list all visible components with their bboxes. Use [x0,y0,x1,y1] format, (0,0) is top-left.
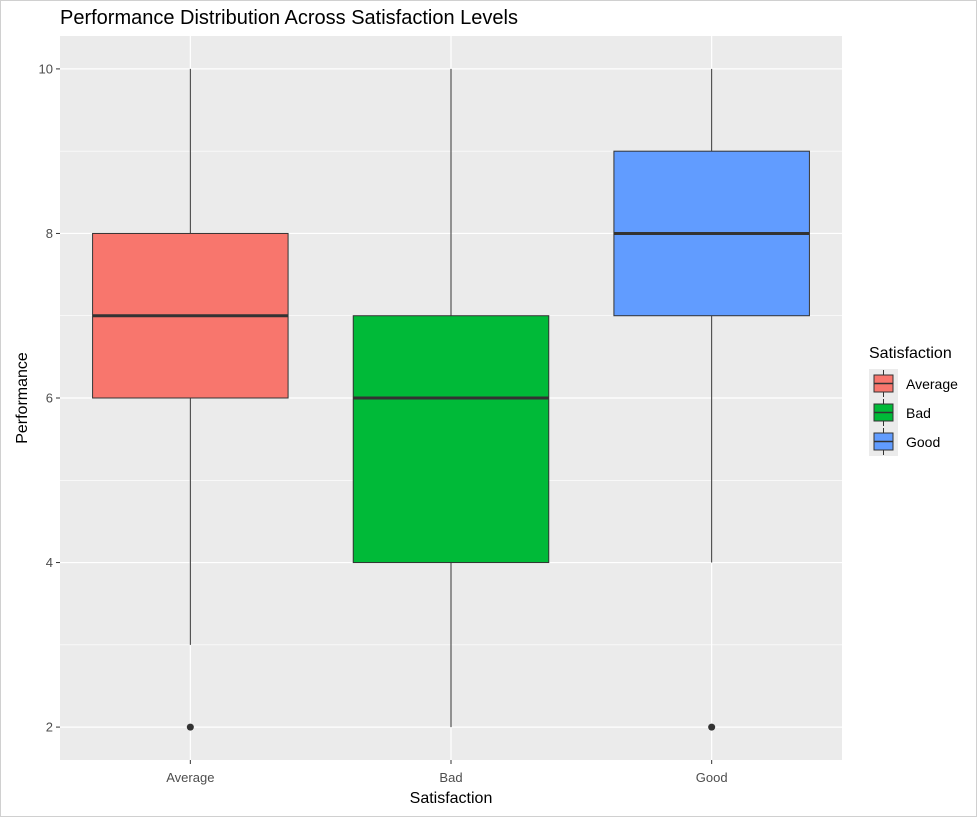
y-tick-label: 4 [46,555,53,570]
y-axis: 2 4 6 8 10 [39,61,60,735]
outlier-point [186,723,194,731]
legend-label: Good [906,434,940,450]
y-tick-label: 2 [46,720,53,735]
outlier-point [708,723,716,731]
legend-item-good: Good [869,427,940,456]
box-good [613,68,810,731]
legend: Satisfaction Average Bad Good [869,345,958,456]
legend-title: Satisfaction [869,345,952,362]
x-axis-title: Satisfaction [410,790,493,807]
legend-item-bad: Bad [869,398,931,427]
x-tick-label: Bad [439,770,462,785]
box-bad [352,68,550,728]
box-average [92,68,289,731]
x-tick-label: Good [696,770,728,785]
box-body [352,315,550,564]
legend-item-average: Average [869,369,958,398]
legend-items: Average Bad Good [869,369,958,456]
legend-label: Bad [906,405,931,421]
box-layer [92,68,810,731]
y-tick-label: 10 [39,61,53,76]
chart-title: Performance Distribution Across Satisfac… [60,7,518,29]
x-tick-label: Average [166,770,214,785]
legend-label: Average [906,376,958,392]
y-axis-title: Performance [14,352,31,444]
x-axis: Average Bad Good [166,760,728,785]
y-tick-label: 8 [46,226,53,241]
y-tick-label: 6 [46,391,53,406]
